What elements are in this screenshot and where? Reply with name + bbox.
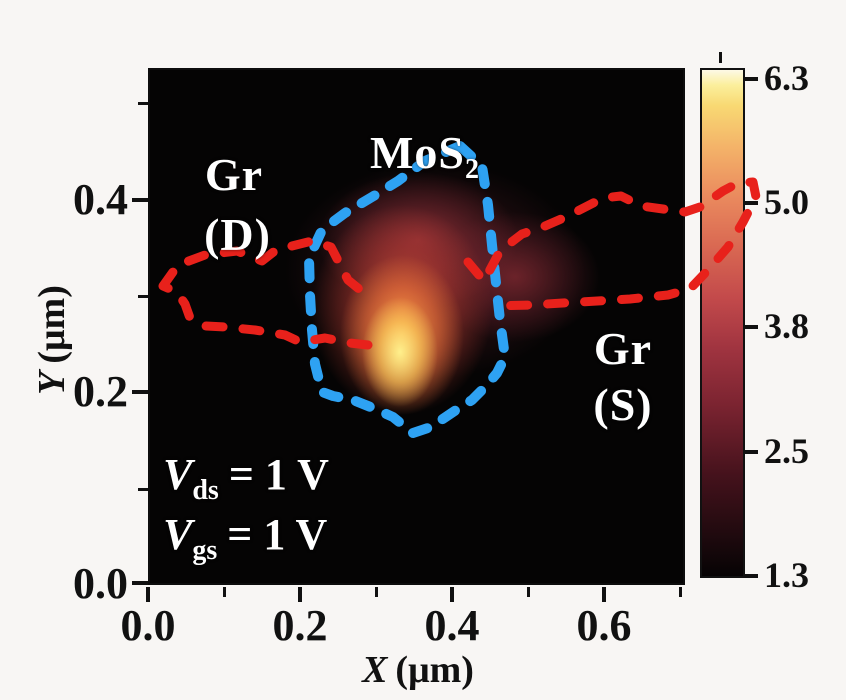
label-gr-drain: Gr bbox=[164, 149, 304, 201]
y-axis-minor-tick bbox=[138, 295, 148, 298]
x-axis-major-tick bbox=[602, 587, 606, 602]
label-mos2-base: MoS bbox=[370, 127, 465, 178]
colorbar-tick bbox=[745, 77, 758, 81]
y-tick-label: 0.2 bbox=[73, 367, 128, 416]
vgs-symbol: V bbox=[163, 510, 193, 559]
colorbar-tick-label: 3.8 bbox=[764, 306, 809, 346]
colorbar-tick-label: 2.5 bbox=[764, 431, 809, 471]
label-gr-drain-paren: (D) bbox=[160, 209, 315, 261]
colorbar-tick bbox=[745, 201, 758, 205]
x-axis-unit: (μm) bbox=[395, 649, 474, 691]
annotation-vds: Vds = 1 V bbox=[163, 450, 329, 504]
x-axis-major-tick bbox=[146, 587, 150, 602]
x-tick-label: 0.0 bbox=[120, 601, 176, 650]
x-tick-label: 0.4 bbox=[424, 601, 480, 650]
colorbar-tick bbox=[745, 325, 758, 329]
y-axis-title: Y (μm) bbox=[30, 285, 74, 395]
y-tick-label: 0.0 bbox=[73, 559, 128, 608]
x-axis-minor-tick bbox=[375, 587, 378, 597]
vgs-subscript: gs bbox=[192, 535, 218, 566]
x-axis-title: X (μm) bbox=[296, 648, 540, 692]
y-tick-label: 0.4 bbox=[73, 175, 128, 224]
x-axis-major-tick bbox=[298, 587, 302, 602]
label-gr-source: Gr bbox=[548, 323, 698, 375]
label-mos2-subscript: 2 bbox=[465, 154, 480, 185]
x-axis-minor-tick bbox=[527, 587, 530, 597]
colorbar-tick-label: 5.0 bbox=[764, 182, 809, 222]
y-axis-major-tick bbox=[132, 581, 148, 585]
y-axis-unit: (μm) bbox=[31, 285, 73, 364]
x-tick-label: 0.2 bbox=[272, 601, 328, 650]
label-gr-source-paren-text: (S) bbox=[593, 379, 653, 430]
colorbar-tick bbox=[745, 574, 758, 578]
colorbar-gradient bbox=[700, 68, 745, 578]
label-gr-source-text: Gr bbox=[593, 323, 653, 374]
vds-symbol: V bbox=[163, 450, 193, 499]
x-tick-label: 0.6 bbox=[576, 601, 632, 650]
y-axis-minor-tick bbox=[138, 488, 148, 491]
label-mos2: MoS2 bbox=[330, 127, 520, 183]
annotation-vgs: Vgs = 1 V bbox=[163, 510, 328, 564]
x-axis-minor-tick bbox=[223, 587, 226, 597]
vds-subscript: ds bbox=[192, 475, 219, 506]
label-gr-source-paren: (S) bbox=[544, 379, 702, 431]
colorbar-tick-label: 6.3 bbox=[764, 58, 809, 98]
x-axis-major-tick bbox=[450, 587, 454, 602]
x-axis-minor-tick bbox=[679, 587, 682, 597]
y-axis-major-tick bbox=[132, 390, 148, 394]
y-axis-minor-tick bbox=[138, 102, 148, 105]
y-axis-letter: Y bbox=[31, 371, 73, 395]
y-axis-major-tick bbox=[132, 198, 148, 202]
colorbar-top-tick bbox=[719, 52, 722, 63]
label-gr-drain-paren-text: (D) bbox=[204, 209, 271, 260]
x-axis-letter: X bbox=[362, 649, 388, 691]
colorbar-tick-label: 1.3 bbox=[764, 555, 809, 595]
vgs-value: = 1 V bbox=[227, 510, 328, 559]
label-gr-drain-text: Gr bbox=[204, 149, 264, 200]
vds-value: = 1 V bbox=[228, 450, 329, 499]
colorbar-tick bbox=[745, 450, 758, 454]
